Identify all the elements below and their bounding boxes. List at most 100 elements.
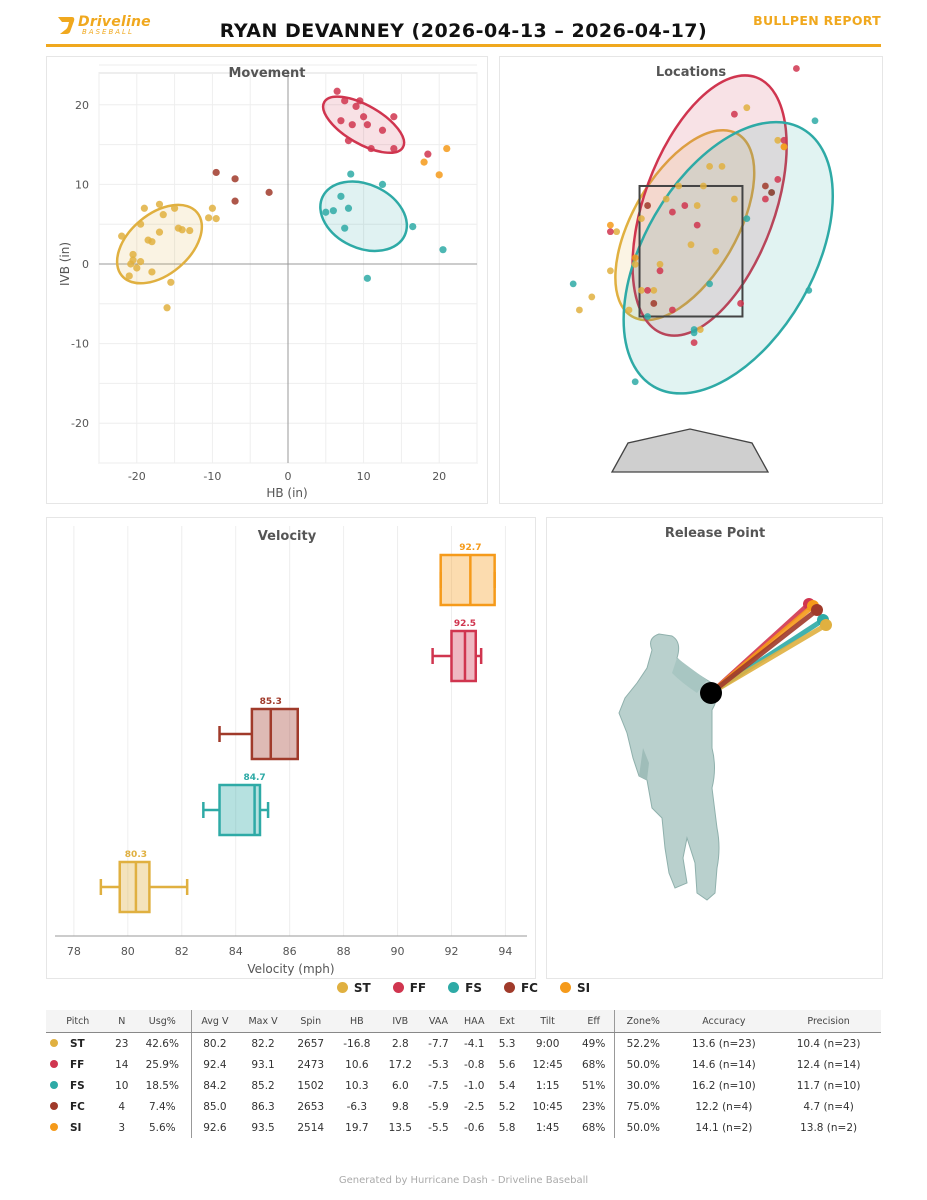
table-cell: 13.6 (n=23) — [692, 1037, 756, 1050]
release-lines — [708, 598, 832, 696]
table-cell: 5.2 — [498, 1100, 516, 1113]
movement-point-st — [205, 214, 213, 222]
movement-point-fs — [363, 274, 371, 282]
velocity-median-label-fs: 84.7 — [243, 773, 265, 783]
movement-point-ff — [360, 113, 368, 121]
movement-point-fs — [347, 170, 355, 178]
movement-point-fc — [212, 168, 220, 177]
legend-label: FF — [409, 981, 427, 995]
table-cell: 92.6 — [190, 1117, 239, 1138]
location-point-ff — [780, 136, 788, 144]
movement-x-tick: -20 — [128, 470, 146, 483]
report-header: Driveline BASEBALL RYAN DEVANNEY (2026-0… — [46, 0, 881, 47]
table-cell: 2473 — [297, 1058, 325, 1071]
location-point-st — [638, 286, 645, 294]
pitch-name-cell: SI — [46, 1117, 110, 1138]
table-cell: 12.4 (n=14) — [796, 1058, 861, 1071]
table-cell: 12.2 (n=4) — [695, 1100, 753, 1113]
table-cell: 23 — [115, 1037, 129, 1050]
movement-point-st — [125, 272, 133, 280]
movement-point-st — [129, 250, 137, 259]
table-cell: 18.5% — [145, 1079, 179, 1092]
velocity-x-tick: 80 — [121, 945, 135, 958]
pitch-name: ST — [70, 1037, 85, 1050]
location-point-ff — [774, 176, 782, 183]
table-cell: 85.0 — [190, 1096, 239, 1117]
location-point-st — [607, 267, 614, 275]
legend-dot — [503, 982, 515, 993]
pitch-name: SI — [70, 1121, 82, 1134]
location-point-st — [613, 228, 620, 236]
legend-item-ff: FF — [392, 981, 427, 995]
logo-subtext: BASEBALL — [82, 28, 134, 36]
velocity-box-ff — [450, 629, 478, 683]
movement-point-fs — [329, 207, 337, 215]
location-point-st — [743, 104, 751, 112]
legend-label: FS — [465, 981, 482, 995]
legend-item-si: SI — [559, 981, 590, 995]
legend-dot — [448, 982, 460, 993]
table-cell: 68% — [581, 1121, 606, 1134]
velocity-median-label-ff: 92.5 — [454, 619, 476, 629]
movement-point-ff — [424, 150, 432, 158]
table-header-row: Pitch N Usg% Avg V Max V Spin HB IVB VAA HAA Ext Ti… — [46, 1010, 881, 1033]
movement-point-st — [178, 226, 186, 234]
legend-item-fc: FC — [503, 981, 538, 995]
table-header-cell: Avg V — [190, 1010, 239, 1033]
release-point-title: Release Point — [665, 526, 765, 541]
table-cell: 82.2 — [251, 1037, 275, 1050]
location-point-st — [687, 241, 695, 249]
table-cell: 14.6 (n=14) — [692, 1058, 756, 1071]
table-cell: 80.2 — [190, 1032, 239, 1054]
movement-point-fs — [341, 224, 349, 232]
table-cell: -2.5 — [463, 1100, 485, 1113]
pitch-color-dot — [50, 1038, 58, 1047]
location-point-ff — [693, 221, 701, 229]
driveline-logo: Driveline BASEBALL — [56, 14, 166, 40]
table-cell: 68% — [581, 1058, 606, 1071]
movement-point-fs — [378, 180, 387, 188]
movement-point-st — [208, 204, 216, 212]
pitcher-silhouette — [618, 633, 720, 901]
legend-dot — [392, 982, 404, 993]
location-point-ff — [669, 208, 676, 216]
location-point-st — [638, 215, 645, 223]
movement-point-fs — [322, 208, 330, 216]
table-header-cell: Max V — [238, 1010, 288, 1033]
location-point-ff — [690, 339, 698, 346]
table-cell: 75.0% — [613, 1096, 672, 1117]
table-cell: 17.2 — [388, 1058, 412, 1071]
pitch-stats-table: Pitch N Usg% Avg V Max V Spin HB IVB VAA HAA Ext Ti… — [46, 1010, 881, 1138]
legend-label: ST — [353, 981, 371, 995]
table-cell: 9.8 — [391, 1100, 409, 1113]
location-point-st — [662, 195, 670, 203]
table-cell: 5.8 — [498, 1121, 516, 1134]
movement-point-st — [155, 200, 164, 208]
location-point-si — [631, 254, 639, 262]
legend-label: FC — [520, 981, 538, 995]
table-cell: -4.1 — [463, 1037, 485, 1050]
pitch-legend: ST FF FS FC SI — [0, 981, 927, 1001]
velocity-box-fs — [218, 783, 262, 837]
table-cell: 6.0 — [391, 1079, 409, 1092]
release-point-panel: Release Point — [546, 517, 883, 979]
location-point-fs — [569, 280, 577, 288]
table-header-cell: Precision — [776, 1010, 881, 1033]
velocity-title: Velocity — [258, 529, 317, 544]
movement-point-fs — [337, 192, 345, 200]
movement-title: Movement — [229, 66, 306, 81]
movement-point-st — [129, 256, 137, 264]
movement-point-st — [155, 228, 164, 236]
legend-dot — [336, 982, 348, 993]
table-cell: -5.5 — [428, 1121, 449, 1134]
table-cell: 10 — [115, 1079, 129, 1092]
table-header-cell: N — [109, 1010, 134, 1033]
table-row: FS 10 18.5% 84.2 85.2 1502 10.3 6.0 -7.5 -1.0 5.4 1… — [46, 1075, 881, 1096]
movement-point-si — [420, 158, 428, 166]
release-end-fc — [811, 604, 823, 616]
strike-zone — [638, 184, 744, 318]
location-point-ff — [669, 306, 676, 314]
location-point-st — [712, 247, 720, 255]
location-point-ff — [731, 110, 738, 118]
report-title: RYAN DEVANNEY (2026-04-13 – 2026-04-17) — [219, 20, 708, 42]
